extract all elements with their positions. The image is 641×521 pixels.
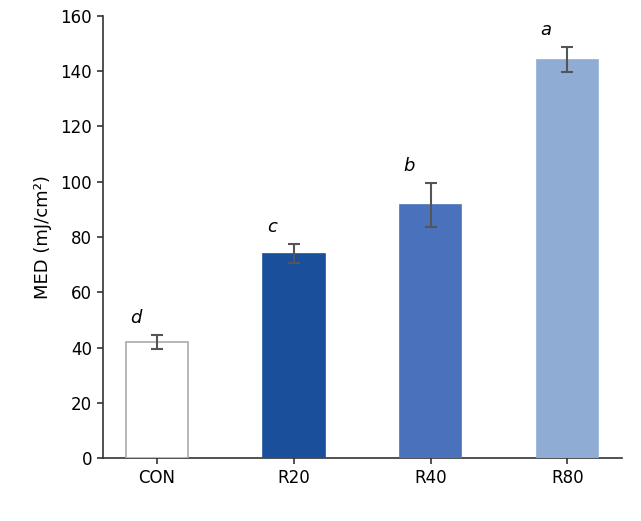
- Text: b: b: [403, 157, 415, 175]
- Text: c: c: [267, 218, 277, 235]
- Bar: [400, 205, 462, 458]
- Text: a: a: [540, 21, 551, 39]
- Bar: [126, 342, 188, 458]
- Y-axis label: MED (mJ/cm²): MED (mJ/cm²): [34, 175, 52, 299]
- Text: d: d: [129, 309, 141, 327]
- Bar: [263, 254, 324, 458]
- Bar: [537, 60, 598, 458]
